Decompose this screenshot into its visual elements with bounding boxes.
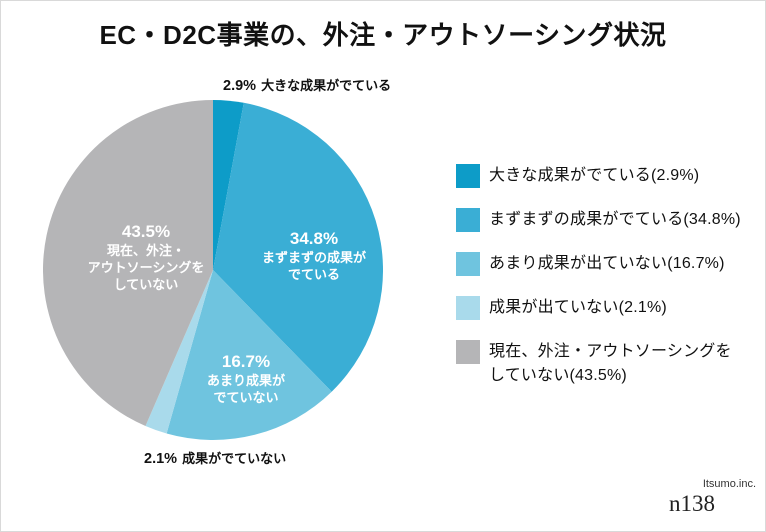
legend: 大きな成果がでている(2.9%) まずまずの成果がでている(34.8%) あまり… (456, 164, 741, 408)
pie-slice-5 (43, 100, 213, 427)
callout-large-success-pct: 2.9% (223, 78, 257, 94)
legend-item-not-outsourcing: 現在、外注・アウトソーシングを していない(43.5%) (456, 340, 741, 388)
slice-label-moderate-success-text: まずまずの成果が でている (261, 250, 366, 282)
legend-label-not-outsourcing: 現在、外注・アウトソーシングを していない(43.5%) (489, 343, 732, 384)
legend-item-little-success: あまり成果が出ていない(16.7%) (456, 252, 741, 276)
legend-label-moderate-success: まずまずの成果がでている(34.8%) (489, 211, 741, 228)
pie-chart (43, 100, 383, 440)
slice-label-moderate-success-pct: 34.8% (289, 229, 339, 248)
chart-title: EC・D2C事業の、外注・アウトソーシング状況 (99, 20, 667, 50)
legend-item-no-success: 成果が出ていない(2.1%) (456, 296, 741, 320)
pie-slice-1 (213, 100, 244, 270)
legend-swatch-no-success (456, 296, 480, 320)
legend-label-large-success: 大きな成果がでている(2.9%) (489, 167, 700, 184)
legend-swatch-large-success (456, 164, 480, 188)
legend-swatch-little-success (456, 252, 480, 276)
callout-no-success: 2.1% 成果がでていない (144, 448, 286, 468)
slice-label-little-success-text: あまり成果が でていない (206, 373, 285, 405)
slice-label-little-success: 16.7% あまり成果が でていない (166, 351, 326, 406)
pie-slice-2 (213, 102, 383, 392)
slice-label-moderate-success: 34.8% まずまずの成果が でている (224, 228, 404, 283)
callout-no-success-pct: 2.1% (144, 451, 178, 467)
legend-swatch-not-outsourcing (456, 340, 480, 364)
sample-size: n138 (669, 491, 715, 516)
legend-label-no-success: 成果が出ていない(2.1%) (489, 299, 667, 316)
legend-item-moderate-success: まずまずの成果がでている(34.8%) (456, 208, 741, 232)
callout-large-success-text: 大きな成果がでている (261, 78, 392, 93)
legend-label-little-success: あまり成果が出ていない(16.7%) (489, 255, 725, 272)
callout-large-success: 2.9% 大きな成果がでている (223, 75, 391, 95)
pie-slice-3 (166, 270, 332, 440)
slice-label-not-outsourcing: 43.5% 現在、外注・ アウトソーシングを していない (56, 221, 236, 293)
slice-label-not-outsourcing-text: 現在、外注・ アウトソーシングを していない (87, 243, 205, 292)
pie-slice-4 (145, 270, 213, 434)
legend-swatch-moderate-success (456, 208, 480, 232)
legend-item-large-success: 大きな成果がでている(2.9%) (456, 164, 741, 188)
callout-no-success-text: 成果がでていない (182, 451, 287, 466)
slice-label-not-outsourcing-pct: 43.5% (121, 222, 171, 241)
slice-label-little-success-pct: 16.7% (221, 352, 271, 371)
source-credit: Itsumo.inc. (702, 478, 756, 490)
